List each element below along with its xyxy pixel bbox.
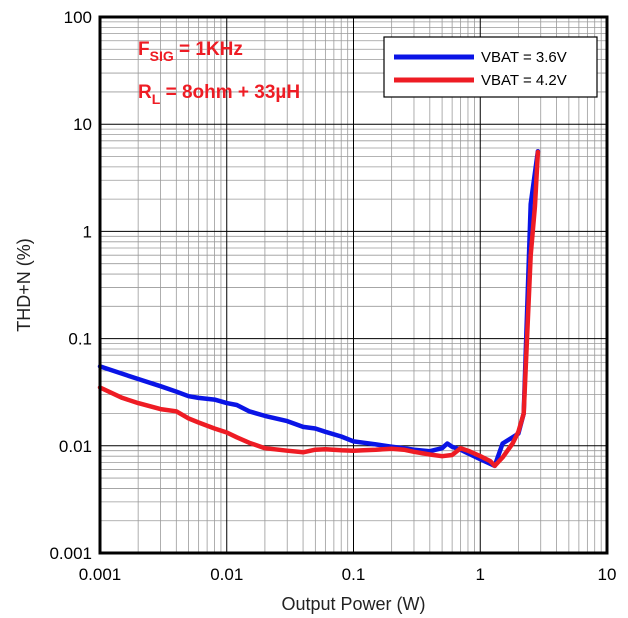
series-line-vbat-3-6v	[97, 148, 541, 469]
y-tick-label: 100	[64, 8, 92, 27]
x-tick-label: 0.1	[342, 565, 366, 584]
x-tick-label: 0.001	[79, 565, 122, 584]
svg-text:FSIG = 1KHz: FSIG = 1KHz	[138, 39, 243, 64]
y-axis-label: THD+N (%)	[14, 238, 34, 332]
y-tick-labels: 0.001 0.01 0.1 1 10 100	[49, 8, 92, 563]
annotation-rl-rest: = 8ohm + 33µH	[160, 82, 300, 103]
legend-box	[383, 36, 598, 98]
x-tick-label: 1	[476, 565, 485, 584]
x-axis-label: Output Power (W)	[281, 594, 425, 614]
annotation-fsig: FSIG = 1KHz	[138, 39, 243, 64]
series-layer	[97, 148, 541, 469]
annotation-fsig-rest: = 1KHz	[174, 39, 243, 60]
svg-text:RL = 8ohm + 33µH: RL = 8ohm + 33µH	[138, 82, 300, 107]
y-tick-label: 0.01	[59, 437, 92, 456]
annotation-rl: RL = 8ohm + 33µH	[138, 82, 300, 107]
legend-label-vbat-4-2v: VBAT = 4.2V	[481, 72, 567, 89]
minor-grid	[100, 17, 607, 553]
x-tick-label: 0.01	[210, 565, 243, 584]
y-tick-label: 10	[73, 115, 92, 134]
annotation-rl-main: R	[138, 82, 152, 103]
series-line-vbat-4-2v	[97, 149, 541, 469]
annotation-fsig-sub: SIG	[150, 48, 174, 64]
legend: VBAT = 3.6V VBAT = 4.2V	[383, 36, 598, 98]
legend-label-vbat-3-6v: VBAT = 3.6V	[481, 49, 567, 66]
y-tick-label: 1	[83, 222, 92, 241]
major-grid	[100, 17, 607, 553]
y-tick-label: 0.1	[68, 330, 92, 349]
annotation-fsig-main: F	[138, 39, 150, 60]
y-tick-label: 0.001	[49, 544, 92, 563]
x-tick-label: 10	[598, 565, 617, 584]
annotation-rl-sub: L	[152, 91, 161, 107]
x-tick-labels: 0.001 0.01 0.1 1 10	[79, 565, 617, 584]
plot-frame	[98, 15, 609, 555]
